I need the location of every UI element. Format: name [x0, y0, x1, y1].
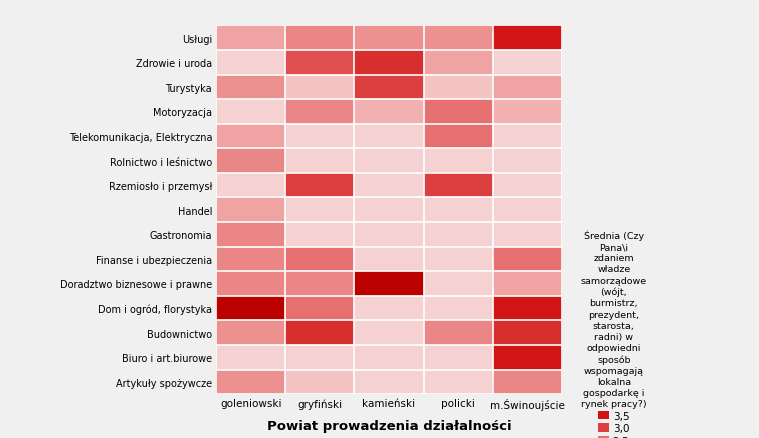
Bar: [424, 173, 493, 198]
Bar: [424, 345, 493, 370]
Bar: [285, 149, 354, 173]
Bar: [216, 198, 285, 223]
Bar: [285, 51, 354, 75]
Bar: [424, 223, 493, 247]
Bar: [354, 173, 424, 198]
Bar: [354, 51, 424, 75]
Bar: [354, 198, 424, 223]
Bar: [493, 26, 562, 51]
Bar: [285, 247, 354, 272]
Bar: [216, 272, 285, 296]
Bar: [354, 370, 424, 394]
Bar: [285, 100, 354, 124]
Bar: [493, 345, 562, 370]
Bar: [216, 370, 285, 394]
Bar: [216, 26, 285, 51]
Bar: [354, 124, 424, 149]
Bar: [424, 51, 493, 75]
Bar: [285, 26, 354, 51]
Bar: [424, 321, 493, 345]
Bar: [493, 173, 562, 198]
Bar: [424, 26, 493, 51]
Bar: [285, 124, 354, 149]
Bar: [354, 345, 424, 370]
Bar: [216, 345, 285, 370]
Bar: [216, 321, 285, 345]
Bar: [354, 247, 424, 272]
Bar: [493, 198, 562, 223]
Bar: [354, 296, 424, 321]
Bar: [493, 51, 562, 75]
Bar: [216, 124, 285, 149]
Bar: [424, 370, 493, 394]
Bar: [493, 124, 562, 149]
Legend: 3,5, 3,0, 2,5, 2,0, 1,5, 1,0: 3,5, 3,0, 2,5, 2,0, 1,5, 1,0: [581, 230, 647, 438]
Bar: [216, 149, 285, 173]
Bar: [285, 296, 354, 321]
Bar: [493, 75, 562, 100]
Bar: [424, 198, 493, 223]
Bar: [354, 272, 424, 296]
Bar: [216, 296, 285, 321]
Bar: [493, 100, 562, 124]
Bar: [354, 223, 424, 247]
Bar: [424, 100, 493, 124]
Bar: [216, 247, 285, 272]
Bar: [285, 321, 354, 345]
Bar: [493, 247, 562, 272]
Bar: [493, 370, 562, 394]
Bar: [424, 75, 493, 100]
Bar: [216, 223, 285, 247]
Bar: [424, 247, 493, 272]
Bar: [285, 345, 354, 370]
Bar: [493, 272, 562, 296]
Bar: [354, 149, 424, 173]
Bar: [354, 75, 424, 100]
Bar: [493, 223, 562, 247]
Bar: [493, 321, 562, 345]
Bar: [493, 149, 562, 173]
Bar: [216, 173, 285, 198]
Bar: [424, 124, 493, 149]
Bar: [424, 296, 493, 321]
Bar: [216, 100, 285, 124]
Bar: [285, 75, 354, 100]
Bar: [424, 149, 493, 173]
Bar: [285, 223, 354, 247]
Bar: [285, 173, 354, 198]
Bar: [216, 51, 285, 75]
Bar: [354, 26, 424, 51]
Bar: [354, 100, 424, 124]
Bar: [493, 296, 562, 321]
Bar: [354, 321, 424, 345]
Bar: [285, 370, 354, 394]
Bar: [424, 272, 493, 296]
X-axis label: Powiat prowadzenia działalności: Powiat prowadzenia działalności: [266, 419, 512, 431]
Bar: [216, 75, 285, 100]
Bar: [285, 198, 354, 223]
Bar: [285, 272, 354, 296]
